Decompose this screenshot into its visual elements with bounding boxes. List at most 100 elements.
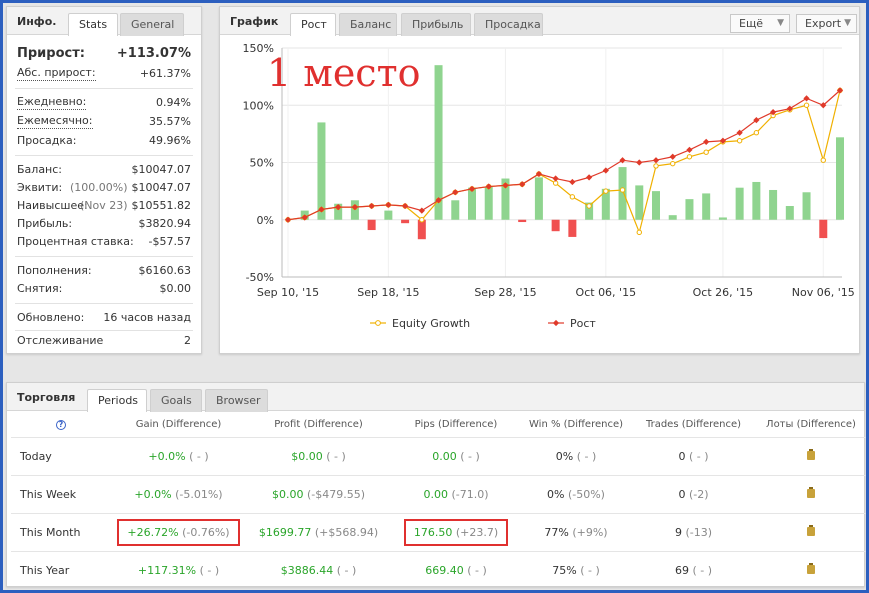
info-panel-header: Инфо. Stats General — [7, 7, 201, 36]
period-cell: Today — [11, 437, 111, 476]
win-value: 0% — [547, 487, 565, 501]
pips-column-header: Pips (Difference) — [391, 413, 521, 438]
balance-label: Баланс: — [17, 163, 63, 176]
equity-growth-point — [703, 149, 709, 155]
lots-icon[interactable] — [807, 486, 815, 498]
chart-bar — [334, 203, 343, 220]
growth-point — [669, 153, 676, 160]
balance-row: Баланс: $10047.07 — [17, 161, 191, 179]
pips-value: 176.50 — [413, 525, 453, 539]
gain-diff: (-5.01%) — [175, 487, 223, 501]
pips-cell: 669.40 ( - ) — [391, 551, 521, 590]
abs-gain-label[interactable]: Абс. прирост: — [17, 66, 96, 81]
chart-bar — [702, 193, 711, 220]
growth-point — [703, 138, 710, 146]
trades-value: 9 — [674, 525, 682, 539]
profit-diff: ( - ) — [336, 563, 357, 577]
table-row: This Year +117.31% ( - ) $3886.44 ( - ) 669… — [11, 551, 866, 590]
win-diff: (-50%) — [567, 487, 605, 501]
chart-bar — [451, 200, 460, 220]
tracking-label: Отслеживание — [17, 334, 104, 347]
pips-cell: 0.00 ( - ) — [391, 437, 521, 476]
updated-row: Обновлено: 16 часов назад — [17, 309, 191, 327]
tab-browser[interactable]: Browser — [205, 389, 268, 412]
chart-bar — [468, 187, 476, 220]
gain-diff: ( - ) — [199, 563, 220, 577]
trades-column-header: Trades (Difference) — [631, 413, 756, 438]
chevron-down-icon: ▼ — [844, 18, 851, 28]
tab-drawdown[interactable]: Просадка — [474, 13, 543, 36]
y-tick-label: 100% — [243, 99, 274, 112]
y-tick-label: 0% — [257, 214, 274, 227]
pips-cell: 176.50 (+23.7) — [391, 513, 521, 552]
chart-bar — [534, 177, 543, 220]
win-value: 75% — [552, 563, 577, 577]
profit-value: $3820.94 — [138, 217, 192, 230]
profit-value: $0.00 — [291, 449, 323, 463]
lots-icon[interactable] — [807, 562, 815, 574]
x-tick-label: Oct 06, '15 — [576, 286, 637, 299]
equity-growth-point — [820, 157, 826, 163]
growth-point — [519, 181, 526, 188]
win-diff: ( - ) — [580, 563, 600, 577]
legend-marker — [552, 319, 560, 327]
growth-point — [820, 102, 827, 109]
tab-stats[interactable]: Stats — [68, 13, 118, 36]
win-cell: 77% (+9%) — [521, 513, 631, 552]
lots-icon[interactable] — [807, 448, 815, 460]
gain-column-header: Gain (Difference) — [111, 413, 246, 438]
lots-icon[interactable] — [807, 524, 815, 536]
tab-general[interactable]: General — [120, 13, 184, 36]
legend-label[interactable]: Рост — [570, 317, 596, 330]
pips-diff: ( - ) — [467, 563, 487, 577]
balance-value: $10047.07 — [131, 163, 192, 176]
growth-point — [585, 174, 593, 181]
chart-panel: График Рост Баланс Прибыль Просадка Ещё ▼… — [219, 6, 860, 354]
equity-growth-point — [603, 188, 609, 194]
trading-panel-title: Торговля — [17, 391, 76, 404]
table-header-row: ? Gain (Difference) Profit (Difference) … — [11, 413, 866, 438]
gain-diff: ( - ) — [189, 449, 209, 463]
win-column-header: Win % (Difference) — [521, 413, 631, 438]
gain-cell: +26.72% (-0.76%) — [111, 513, 246, 552]
equity-growth-point — [419, 217, 425, 223]
tab-periods[interactable]: Periods — [87, 389, 147, 412]
help-icon[interactable]: ? — [56, 420, 66, 431]
chart-bar — [367, 219, 376, 231]
growth-point — [602, 167, 609, 174]
equity-label: Эквити: — [17, 181, 63, 194]
pips-value: 669.40 — [425, 563, 464, 577]
profit-diff: ( - ) — [326, 449, 346, 463]
chart-bar — [685, 199, 694, 220]
x-tick-label: Sep 10, '15 — [257, 286, 319, 299]
interest-value: -$57.57 — [148, 235, 191, 248]
tab-balance[interactable]: Баланс — [339, 13, 397, 36]
daily-label[interactable]: Ежедневно: — [17, 95, 87, 110]
trades-diff: ( - ) — [692, 563, 713, 577]
drawdown-row: Просадка: 49.96% — [17, 132, 191, 150]
pips-diff: (-71.0) — [451, 487, 489, 501]
chart-panel-header: График Рост Баланс Прибыль Просадка Ещё ▼… — [220, 7, 859, 36]
more-dropdown[interactable]: Ещё ▼ — [730, 14, 790, 33]
deposits-label: Пополнения: — [17, 264, 92, 277]
profit-label: Прибыль: — [17, 217, 73, 230]
trades-cell: 69 ( - ) — [631, 551, 756, 590]
lots-column-header: Лоты (Difference) — [756, 413, 866, 438]
export-dropdown[interactable]: Export ▼ — [796, 14, 857, 33]
chart-lines — [284, 87, 844, 236]
gain-row: Прирост: +113.07% — [17, 45, 191, 65]
highest-label: Наивысшее: — [17, 199, 88, 212]
table-row: This Week +0.0% (-5.01%) $0.00 (-$479.55) 0… — [11, 475, 866, 514]
tab-growth[interactable]: Рост — [290, 13, 336, 36]
legend-label[interactable]: Equity Growth — [392, 317, 470, 330]
gain-highlight: +26.72% (-0.76%) — [117, 518, 240, 546]
tab-profit[interactable]: Прибыль — [401, 13, 471, 36]
monthly-label[interactable]: Ежемесячно: — [17, 114, 93, 129]
trades-diff: ( - ) — [688, 449, 709, 463]
tab-goals[interactable]: Goals — [150, 389, 202, 412]
equity-value: $10047.07 — [131, 181, 192, 194]
chart-bar — [501, 178, 510, 220]
x-tick-label: Sep 28, '15 — [474, 286, 536, 299]
trades-cell: 0 ( - ) — [631, 437, 756, 476]
win-diff: ( - ) — [576, 449, 597, 463]
